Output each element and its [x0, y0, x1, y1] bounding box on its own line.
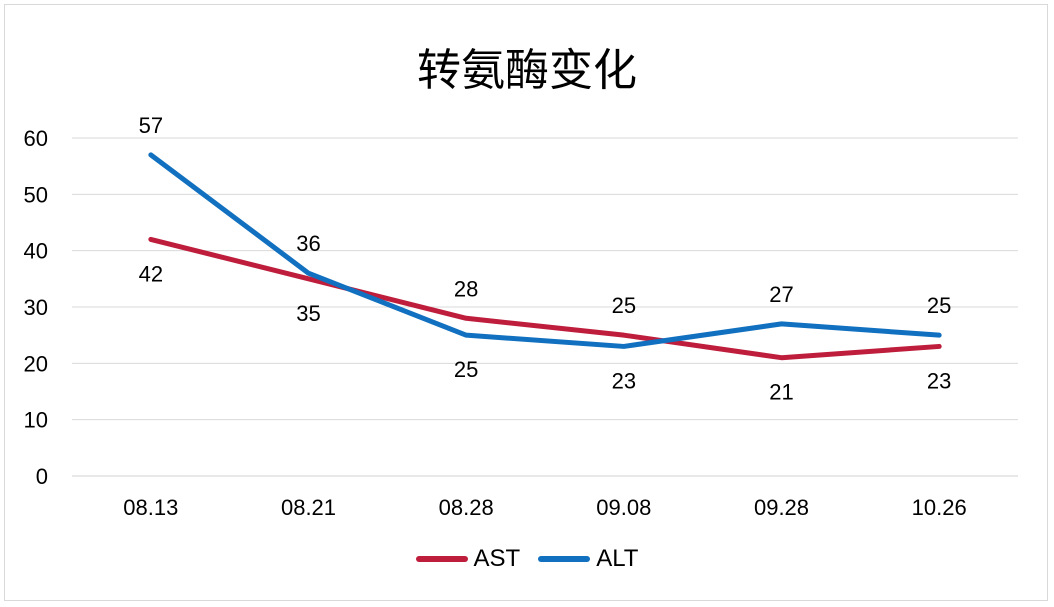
data-label-alt: 23: [612, 368, 636, 393]
data-label-ast: 42: [139, 261, 163, 286]
x-tick-label: 09.08: [596, 495, 651, 520]
data-label-alt: 25: [454, 357, 478, 382]
legend-item-alt: ALT: [538, 545, 638, 573]
chart-frame: [4, 4, 1048, 601]
legend-swatch-ast: [415, 556, 468, 562]
x-tick-label: 08.28: [439, 495, 494, 520]
data-label-alt: 57: [139, 113, 163, 138]
x-tick-label: 08.21: [281, 495, 336, 520]
y-tick-label: 40: [24, 239, 48, 264]
chart-title: 转氨酶变化: [417, 45, 637, 96]
x-tick-label: 09.28: [754, 495, 809, 520]
x-tick-label: 10.26: [912, 495, 967, 520]
data-label-ast: 28: [454, 276, 478, 301]
series-line-alt: [148, 152, 942, 349]
y-tick-label: 50: [24, 182, 48, 207]
series-line-ast: [148, 236, 942, 361]
y-tick-label: 20: [24, 351, 48, 376]
data-label-alt: 25: [927, 293, 951, 318]
data-label-ast: 35: [296, 301, 320, 326]
y-tick-label: 30: [24, 295, 48, 320]
data-label-ast: 23: [927, 368, 951, 393]
legend-item-ast: AST: [415, 545, 521, 573]
data-label-alt: 36: [296, 231, 320, 256]
legend-label-alt: ALT: [596, 545, 639, 572]
legend-swatch-alt: [538, 556, 591, 562]
y-tick-label: 0: [36, 464, 48, 489]
data-label-ast: 25: [612, 293, 636, 318]
data-label-alt: 27: [769, 282, 793, 307]
data-label-ast: 21: [769, 380, 793, 405]
x-tick-label: 08.13: [123, 495, 178, 520]
y-tick-label: 60: [24, 126, 48, 151]
chart-legend: AST ALT: [0, 545, 1054, 573]
y-tick-label: 10: [24, 408, 48, 433]
legend-label-ast: AST: [473, 545, 521, 572]
